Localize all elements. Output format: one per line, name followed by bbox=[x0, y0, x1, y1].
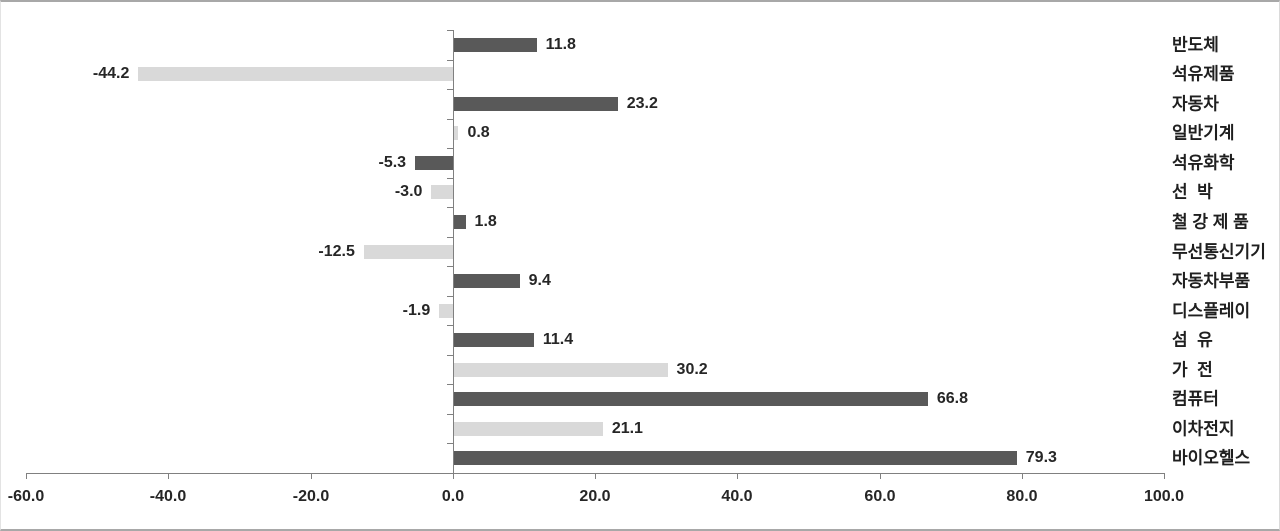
category-label: 섬 유 bbox=[1172, 330, 1213, 350]
y-axis-tick bbox=[447, 178, 453, 179]
x-axis-tick bbox=[311, 473, 312, 479]
y-axis-tick bbox=[447, 207, 453, 208]
bar-value-label: -12.5 bbox=[318, 242, 355, 260]
category-label: 디스플레이 bbox=[1172, 301, 1251, 321]
bar-value-label: 11.8 bbox=[545, 35, 576, 53]
bar bbox=[452, 421, 603, 436]
bar bbox=[363, 244, 453, 259]
category-label: 반도체 bbox=[1172, 35, 1219, 55]
bar-value-label: 9.4 bbox=[528, 272, 551, 290]
category-label: 석유화학 bbox=[1172, 153, 1235, 173]
category-label: 일반기계 bbox=[1172, 123, 1235, 143]
x-axis-tick bbox=[26, 473, 27, 479]
bar bbox=[452, 126, 459, 141]
bar bbox=[415, 155, 453, 170]
bar-value-label: -44.2 bbox=[92, 65, 130, 83]
bar bbox=[452, 96, 618, 111]
bar-value-label: 66.8 bbox=[936, 390, 968, 408]
bar-value-label: 79.3 bbox=[1025, 449, 1057, 467]
x-axis-tick bbox=[453, 473, 454, 479]
bar bbox=[452, 451, 1017, 466]
bar-value-label: 30.2 bbox=[676, 360, 708, 378]
x-axis-tick-label: 60.0 bbox=[864, 488, 896, 505]
bar bbox=[138, 67, 453, 82]
bar-value-label: -1.9 bbox=[402, 301, 431, 319]
category-label: 무선통신기기 bbox=[1172, 242, 1266, 261]
x-axis-tick-label: 0.0 bbox=[441, 488, 465, 505]
category-label: 바이오헬스 bbox=[1172, 448, 1251, 468]
bar bbox=[452, 274, 520, 289]
bar-value-label: -3.0 bbox=[394, 183, 423, 201]
bar bbox=[439, 303, 453, 318]
y-axis-tick bbox=[447, 443, 453, 444]
x-axis-tick-label: 80.0 bbox=[1006, 488, 1038, 505]
y-axis-tick bbox=[447, 60, 453, 61]
y-axis-tick bbox=[447, 89, 453, 90]
y-axis-tick bbox=[447, 148, 453, 149]
bar-value-label: 11.4 bbox=[542, 331, 574, 349]
y-axis-tick bbox=[447, 384, 453, 385]
category-label: 가 전 bbox=[1172, 360, 1213, 380]
y-axis-tick bbox=[447, 266, 453, 267]
category-label: 선 박 bbox=[1172, 182, 1213, 202]
bar-value-label: 23.2 bbox=[626, 94, 658, 112]
y-axis-tick bbox=[447, 237, 453, 238]
x-axis-tick-label: 40.0 bbox=[721, 488, 753, 505]
bar bbox=[452, 392, 928, 407]
bar bbox=[431, 185, 453, 200]
x-axis-tick bbox=[168, 473, 169, 479]
y-axis-tick bbox=[447, 414, 453, 415]
y-axis-tick bbox=[447, 325, 453, 326]
category-label: 석유제품 bbox=[1172, 64, 1235, 84]
y-axis-tick bbox=[447, 355, 453, 356]
category-label: 이차전지 bbox=[1172, 419, 1235, 439]
y-axis-line bbox=[453, 30, 454, 473]
x-axis-tick bbox=[737, 473, 738, 479]
x-axis-tick-label: -40.0 bbox=[149, 488, 187, 505]
bar-value-label: 1.8 bbox=[474, 212, 497, 230]
category-label: 컴퓨터 bbox=[1172, 389, 1219, 409]
x-axis-tick bbox=[1164, 473, 1165, 479]
category-label: 자동차 bbox=[1172, 94, 1219, 114]
bar bbox=[452, 214, 466, 229]
bar-value-label: -5.3 bbox=[378, 153, 407, 171]
bar bbox=[452, 37, 537, 52]
x-axis-tick-label: 20.0 bbox=[579, 488, 611, 505]
y-axis-tick bbox=[447, 30, 453, 31]
category-label: 철 강 제 품 bbox=[1172, 212, 1249, 232]
y-axis-tick bbox=[447, 119, 453, 120]
x-axis-tick bbox=[1022, 473, 1023, 479]
x-axis-tick-label: -60.0 bbox=[7, 488, 45, 505]
bar-value-label: 0.8 bbox=[467, 124, 490, 142]
y-axis-tick bbox=[447, 296, 453, 297]
category-label: 자동차부품 bbox=[1172, 271, 1251, 291]
x-axis-tick bbox=[880, 473, 881, 479]
x-axis-tick-label: -20.0 bbox=[292, 488, 330, 505]
bar bbox=[452, 362, 668, 377]
bar bbox=[452, 333, 534, 348]
x-axis-tick bbox=[595, 473, 596, 479]
bar-value-label: 21.1 bbox=[611, 419, 643, 437]
x-axis-tick-label: 100.0 bbox=[1143, 488, 1185, 505]
